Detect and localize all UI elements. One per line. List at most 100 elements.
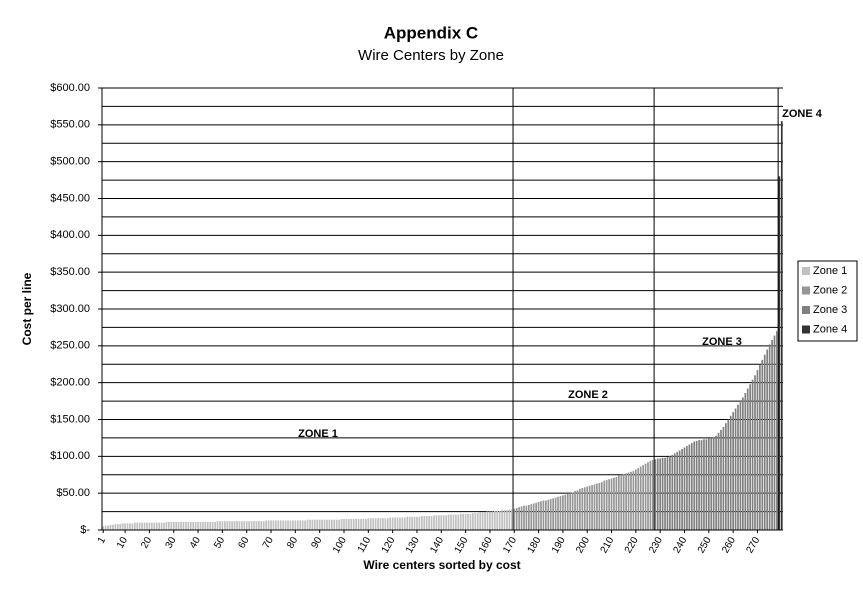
bar (221, 521, 224, 530)
bar (416, 516, 418, 530)
bar (659, 458, 662, 530)
bar (126, 523, 129, 530)
bar (245, 521, 248, 530)
legend-swatch (802, 267, 810, 275)
y-tick-label: $- (80, 524, 90, 536)
bar (367, 518, 370, 530)
bar (780, 121, 783, 531)
bar (267, 520, 270, 530)
bar (408, 516, 411, 530)
bar (737, 404, 739, 530)
bar (545, 500, 547, 530)
bar (425, 516, 428, 530)
bar (197, 521, 199, 530)
bar (588, 485, 591, 530)
legend-swatch (802, 306, 810, 314)
bar (428, 516, 430, 530)
bar (549, 499, 552, 530)
bar (763, 354, 766, 530)
bar (598, 482, 601, 530)
bar (238, 521, 241, 530)
bar (394, 517, 396, 530)
bar (627, 472, 630, 530)
bar (472, 513, 474, 530)
y-tick-label: $500.00 (50, 156, 90, 168)
bar (187, 521, 190, 530)
bar (116, 524, 119, 530)
chart-title: Appendix C (384, 23, 478, 42)
bar (389, 517, 392, 530)
bar (518, 507, 520, 530)
bar (114, 524, 117, 530)
bar (153, 522, 156, 530)
y-tick-label: $550.00 (50, 119, 90, 131)
bar (676, 451, 679, 530)
bar (411, 516, 413, 530)
bar (199, 521, 202, 530)
bar (664, 457, 666, 530)
bar (323, 519, 326, 530)
bar (143, 522, 146, 530)
bar (695, 440, 698, 530)
bar (698, 440, 700, 530)
legend-label: Zone 1 (813, 265, 847, 277)
bar (243, 521, 246, 530)
bar (138, 522, 141, 530)
bar (617, 475, 620, 530)
bar (440, 515, 443, 530)
bar (523, 505, 525, 530)
zone-label: ZONE 2 (568, 389, 608, 401)
bar (693, 441, 696, 530)
bar (552, 498, 555, 530)
bar (253, 521, 255, 530)
bar (707, 438, 710, 530)
bar (610, 478, 613, 530)
bar (233, 521, 236, 530)
bar (240, 521, 243, 530)
bar (309, 519, 311, 530)
bar (352, 518, 355, 530)
zone-label: ZONE 4 (782, 108, 823, 120)
bar (620, 474, 623, 530)
bar (219, 521, 221, 530)
bar (661, 457, 664, 530)
bar (282, 520, 285, 530)
bar (712, 437, 715, 530)
bar (124, 523, 126, 530)
bar (194, 521, 197, 530)
bar (391, 517, 394, 530)
bar (583, 487, 586, 530)
bar (377, 518, 379, 530)
bar (520, 506, 523, 530)
bar (299, 520, 302, 530)
bar (270, 520, 272, 530)
bar (566, 493, 569, 530)
bar (562, 495, 564, 530)
bar (462, 513, 465, 530)
y-tick-label: $300.00 (50, 303, 90, 315)
bar (493, 510, 496, 530)
x-tick-label: 50 (212, 535, 227, 551)
bar (214, 521, 216, 530)
bar (632, 471, 635, 530)
y-tick-label: $400.00 (50, 229, 90, 241)
y-tick-label: $100.00 (50, 450, 90, 462)
bar (360, 518, 362, 530)
bar (146, 522, 148, 530)
bar (749, 384, 752, 530)
x-tick-label: 40 (188, 535, 203, 551)
bar (338, 519, 340, 530)
bar (204, 521, 207, 530)
bar (579, 488, 581, 530)
legend-label: Zone 3 (813, 304, 847, 316)
bar (131, 523, 134, 530)
bar (571, 492, 574, 530)
bar (284, 520, 287, 530)
bar (532, 503, 535, 530)
chart-subtitle: Wire Centers by Zone (358, 47, 504, 64)
bar (591, 485, 593, 530)
bar (384, 518, 387, 530)
bar (447, 514, 450, 530)
bar (603, 480, 606, 530)
bar (335, 519, 338, 530)
